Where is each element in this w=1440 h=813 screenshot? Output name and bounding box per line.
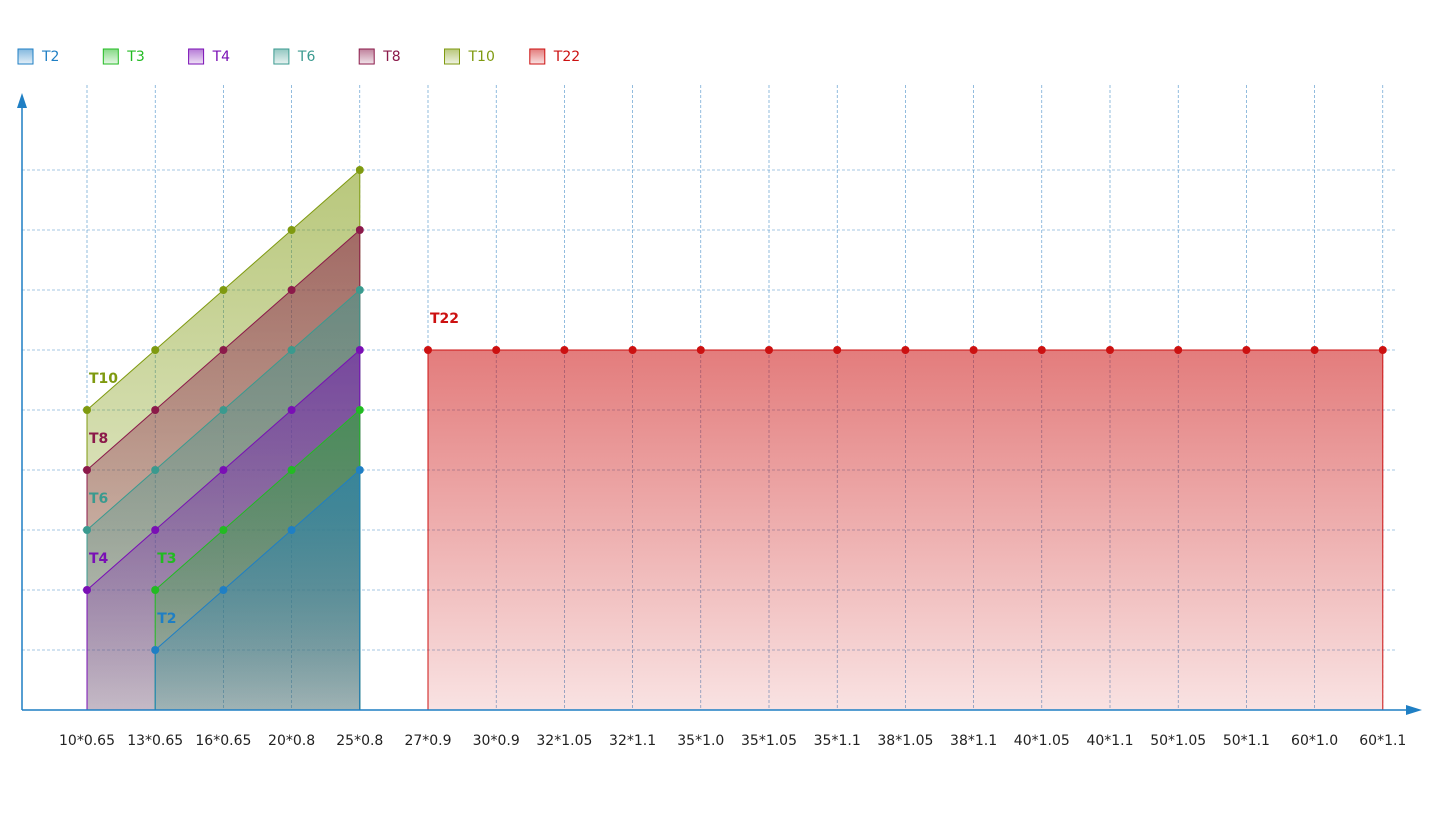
point (287, 286, 296, 294)
x-tick-label: 16*0.65 (195, 733, 251, 749)
point (560, 346, 569, 354)
point (1310, 346, 1319, 354)
x-tick-label: 32*1.1 (609, 733, 656, 749)
point (1378, 346, 1387, 354)
x-tick-label: 25*0.8 (336, 733, 383, 749)
series-label: T2 (157, 611, 176, 627)
x-tick-label: 10*0.65 (59, 733, 115, 749)
point (219, 466, 228, 474)
legend-label: T6 (297, 49, 316, 65)
point (287, 226, 296, 234)
y-axis-arrow (17, 93, 27, 108)
point (628, 346, 637, 354)
x-tick-label: 13*0.65 (127, 733, 183, 749)
point (355, 226, 364, 234)
point (151, 346, 160, 354)
point (151, 526, 160, 534)
series-label: T8 (89, 431, 108, 447)
point (287, 466, 296, 474)
series-label: T4 (89, 551, 109, 567)
point (219, 346, 228, 354)
point (219, 406, 228, 414)
point (287, 406, 296, 414)
point (83, 526, 91, 534)
point (151, 466, 160, 474)
area (427, 349, 1384, 711)
point (219, 526, 228, 534)
series-label: T22 (430, 311, 459, 327)
point (833, 346, 842, 354)
point (901, 346, 910, 354)
point (355, 406, 364, 414)
legend-label: T3 (126, 49, 144, 65)
point (424, 346, 432, 354)
x-tick-label: 60*1.1 (1359, 733, 1406, 749)
legend-label: T10 (468, 49, 495, 65)
x-tick-label: 38*1.1 (950, 733, 997, 749)
point (219, 586, 228, 594)
legend-swatch (273, 48, 290, 65)
x-tick-label: 38*1.05 (877, 733, 933, 749)
legend-label: T4 (212, 49, 231, 65)
series-label: T10 (89, 371, 118, 387)
point (219, 286, 228, 294)
x-tick-label: 30*0.9 (473, 733, 520, 749)
point (492, 346, 501, 354)
legend-swatch (529, 48, 546, 65)
x-tick-label: 20*0.8 (268, 733, 315, 749)
point (355, 466, 364, 474)
point (1242, 346, 1251, 354)
legend-swatch (102, 48, 119, 65)
point (151, 406, 160, 414)
x-tick-label: 40*1.05 (1014, 733, 1070, 749)
legend-swatch (444, 48, 460, 65)
x-tick-label: 50*1.05 (1150, 733, 1206, 749)
legend-swatch (188, 48, 205, 65)
legend-swatch (358, 48, 375, 65)
x-tick-label: 40*1.1 (1086, 733, 1133, 749)
point (287, 346, 296, 354)
point (151, 586, 160, 594)
x-tick-label: 35*1.05 (741, 733, 797, 749)
point (1037, 346, 1046, 354)
point (1106, 346, 1114, 354)
series-label: T6 (89, 491, 108, 507)
point (355, 346, 364, 354)
x-tick-label: 50*1.1 (1223, 733, 1270, 749)
x-tick-label: 35*1.0 (677, 733, 724, 749)
x-tick-label: 35*1.1 (814, 733, 861, 749)
x-tick-label: 60*1.0 (1291, 733, 1338, 749)
point (83, 586, 91, 594)
point (969, 346, 978, 354)
point (765, 346, 773, 354)
series-label: T3 (157, 551, 176, 567)
point (83, 406, 91, 414)
x-tick-label: 32*1.05 (536, 733, 592, 749)
legend-label: T22 (553, 49, 580, 65)
legend-swatch (17, 48, 34, 65)
point (696, 346, 705, 354)
x-axis-arrow (1406, 705, 1422, 715)
point (355, 286, 364, 294)
point (287, 526, 296, 534)
point (151, 646, 160, 654)
x-tick-label: 27*0.9 (404, 733, 451, 749)
point (83, 466, 91, 474)
point (1174, 346, 1183, 354)
point (355, 166, 364, 174)
legend-label: T2 (41, 49, 59, 65)
legend-label: T8 (382, 49, 400, 65)
